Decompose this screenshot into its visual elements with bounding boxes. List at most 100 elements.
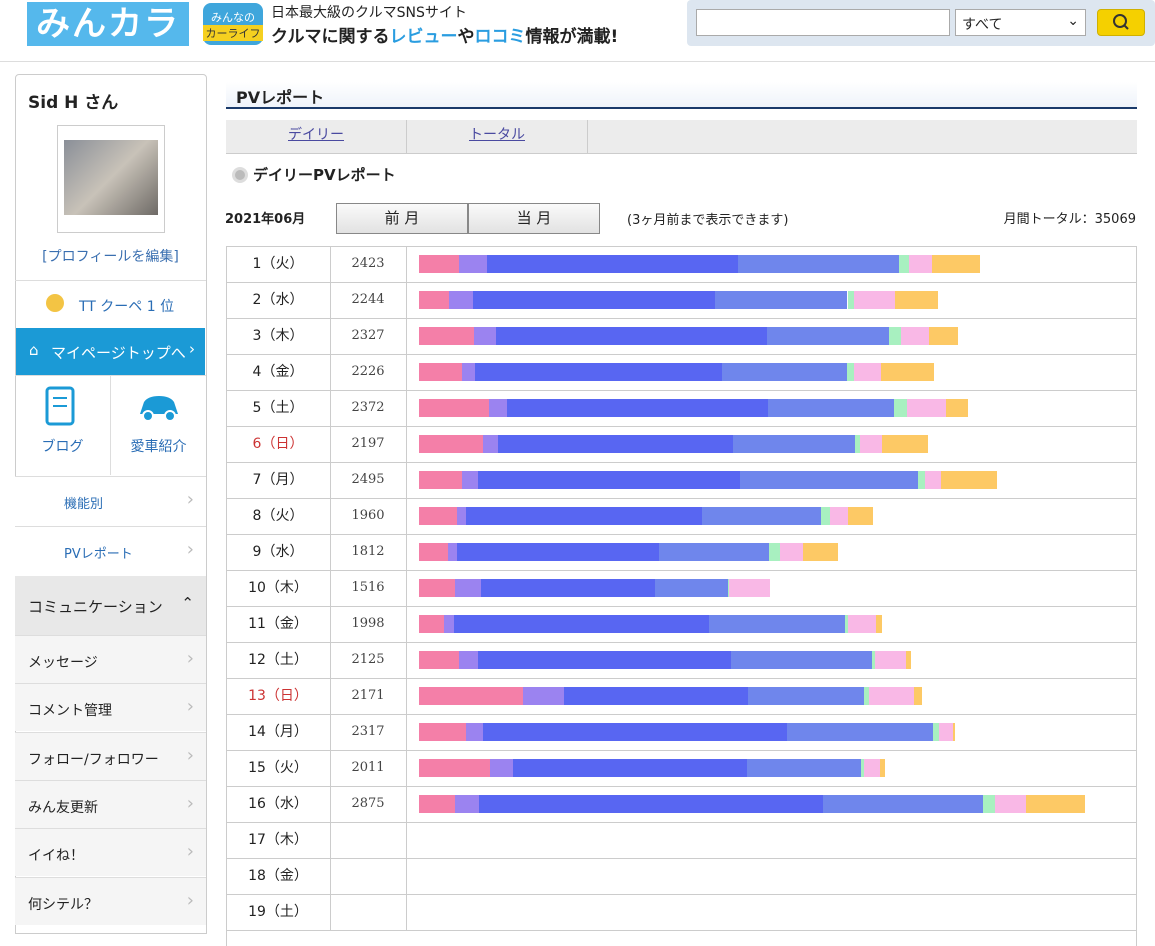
bar-segment: [907, 399, 946, 417]
day-cell: 8（火）: [226, 499, 331, 535]
bar-segment: [722, 363, 847, 381]
pv-cell: 1812: [330, 535, 407, 571]
bar-segment: [475, 363, 723, 381]
ranking[interactable]: TT クーペ 1 位: [15, 280, 206, 328]
avatar[interactable]: [57, 125, 165, 233]
this-month-button[interactable]: 当 月: [468, 203, 600, 234]
search-select[interactable]: すべて ⌄: [955, 9, 1086, 36]
bar-segment: [655, 579, 728, 597]
bar-segment: [419, 327, 474, 345]
tab[interactable]: デイリー: [226, 120, 407, 154]
bar-segment: [465, 723, 483, 741]
bar-segment: [994, 795, 1026, 813]
bar-segment: [481, 579, 656, 597]
bar-segment: [769, 543, 781, 561]
pv-cell: 1960: [330, 499, 407, 535]
mypage-button[interactable]: ⌂ マイページトップへ ›: [16, 328, 205, 375]
bar-segment: [482, 723, 788, 741]
day-cell: 7（月）: [226, 463, 331, 499]
menu-item[interactable]: みん友更新: [15, 779, 206, 828]
logo: みんカラ: [27, 2, 189, 46]
tile-label: ブログ: [41, 439, 84, 455]
menu-item[interactable]: フォロー/フォロワー: [15, 731, 206, 780]
bar-segment: [1025, 795, 1085, 813]
bar-segment: [488, 399, 507, 417]
bar-segment: [465, 507, 703, 525]
pv-cell: 2372: [330, 391, 407, 427]
pv-row: 6（日） 2197: [226, 427, 1137, 463]
menu-item[interactable]: 何シテル？: [15, 876, 206, 925]
pv-row: 8（火） 1960: [226, 499, 1137, 535]
pv-row: 4（金） 2226: [226, 355, 1137, 391]
pv-row: 16（水） 2875: [226, 787, 1137, 823]
badge-line: みんなの: [211, 11, 255, 24]
badge-line: カーライフ: [203, 25, 263, 41]
tile-car[interactable]: 愛車紹介: [111, 375, 206, 475]
bar-segment: [419, 651, 460, 669]
user-name: Sid H さん: [28, 93, 119, 113]
bar-segment: [829, 507, 848, 525]
bar-segment: [854, 435, 860, 453]
day-cell: 10（木）: [226, 571, 331, 607]
menu-item[interactable]: 機能別: [15, 476, 206, 526]
menu-item[interactable]: メッセージ: [15, 635, 206, 683]
pv-cell: 2244: [330, 283, 407, 319]
bar-segment: [747, 687, 864, 705]
bar-segment: [880, 363, 935, 381]
bar-segment: [853, 363, 881, 381]
pv-cell: 2197: [330, 427, 407, 463]
bar-segment: [419, 399, 489, 417]
pv-row: 7（月） 2495: [226, 463, 1137, 499]
day-cell: 6（日）: [226, 427, 331, 463]
bar-segment: [456, 507, 466, 525]
bar-segment: [822, 795, 983, 813]
search-button[interactable]: [1097, 9, 1145, 36]
pv-cell: 2125: [330, 643, 407, 679]
bar-segment: [941, 471, 997, 489]
tab[interactable]: トータル: [407, 120, 588, 154]
bar-segment: [746, 759, 862, 777]
bar-segment: [419, 255, 459, 273]
day-cell: 12（土）: [226, 643, 331, 679]
section-header[interactable]: コミュニケーション ⌃: [15, 575, 206, 635]
bar-segment: [905, 651, 911, 669]
menu-item[interactable]: イイね！: [15, 828, 206, 877]
bar-segment: [768, 399, 895, 417]
edit-profile[interactable]: [プロフィールを編集]: [42, 249, 179, 265]
bar-segment: [495, 327, 767, 345]
bar-segment: [708, 615, 846, 633]
bar-segment: [847, 507, 873, 525]
day-cell: 4（金）: [226, 355, 331, 391]
pv-cell: 2317: [330, 715, 407, 751]
bar-segment: [730, 651, 872, 669]
tab-bar: [226, 120, 1137, 154]
bar-segment: [728, 579, 770, 597]
bar-segment: [913, 687, 922, 705]
prev-month-button[interactable]: 前 月: [336, 203, 468, 234]
bar-segment: [419, 615, 444, 633]
pv-row: 9（水） 1812: [226, 535, 1137, 571]
search-input[interactable]: [696, 9, 950, 36]
day-cell: 19（土）: [226, 895, 331, 931]
bar-segment: [727, 579, 729, 597]
pv-cell: 1516: [330, 571, 407, 607]
bar-segment: [738, 255, 899, 273]
pv-row: 19（土）: [226, 895, 1137, 931]
bar-segment: [419, 291, 450, 309]
pv-row: 1（火） 2423: [226, 247, 1137, 283]
bar-segment: [419, 543, 449, 561]
menu-item[interactable]: コメント管理: [15, 683, 206, 732]
menu-item[interactable]: PVレポート: [15, 526, 206, 576]
bar-segment: [448, 543, 458, 561]
bar-segment: [473, 327, 496, 345]
bar-segment: [945, 399, 969, 417]
bar-segment: [881, 435, 928, 453]
tile-blog[interactable]: ブログ: [15, 375, 111, 475]
bar-segment: [454, 795, 479, 813]
bar-segment: [859, 435, 882, 453]
bar-segment: [864, 759, 881, 777]
bar-segment: [462, 363, 476, 381]
pv-row: 13（日） 2171: [226, 679, 1137, 715]
pv-cell: 2171: [330, 679, 407, 715]
bar-segment: [820, 507, 830, 525]
